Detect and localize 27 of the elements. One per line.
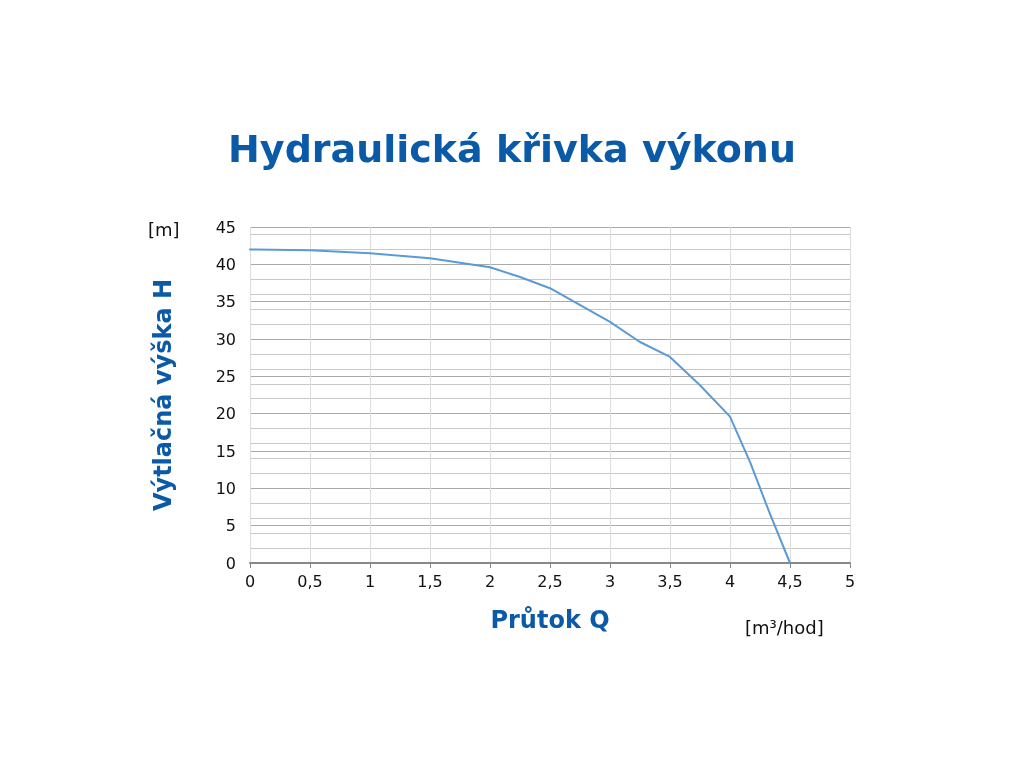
y-axis-title: Výtlačná výška H <box>149 278 177 512</box>
chart-title: Hydraulická křivka výkonu <box>228 127 796 171</box>
x-tick-label: 0,5 <box>297 571 323 591</box>
y-tick-label: 45 <box>215 217 236 237</box>
x-tick-label: 0 <box>244 571 256 591</box>
x-tick-label: 3,5 <box>657 571 683 591</box>
x-axis-title: Průtok Q <box>490 606 610 634</box>
x-tick-label: 5 <box>844 571 856 591</box>
x-tick-label: 3 <box>604 571 616 591</box>
y-tick-label: 0 <box>225 553 236 573</box>
text: [m³/hod] <box>745 616 824 638</box>
y-tick-label: 10 <box>215 478 236 498</box>
y-tick-label: 20 <box>215 404 236 424</box>
x-tick-label: 4 <box>724 571 736 591</box>
y-tick-label: 5 <box>225 516 236 536</box>
text: [m] <box>148 218 180 240</box>
x-tick-label: 1,5 <box>417 571 443 591</box>
x-tick-label: 1 <box>364 571 376 591</box>
x-tick-label: 2,5 <box>537 571 563 591</box>
y-tick-label: 30 <box>215 329 236 349</box>
x-tick-label: 4,5 <box>777 571 803 591</box>
x-tick-label: 2 <box>484 571 496 591</box>
y-tick-label: 40 <box>215 254 236 274</box>
y-tick-label: 35 <box>215 292 236 312</box>
y-tick-label: 15 <box>215 441 236 461</box>
y-tick-label: 25 <box>215 366 236 386</box>
line-series <box>249 248 791 564</box>
